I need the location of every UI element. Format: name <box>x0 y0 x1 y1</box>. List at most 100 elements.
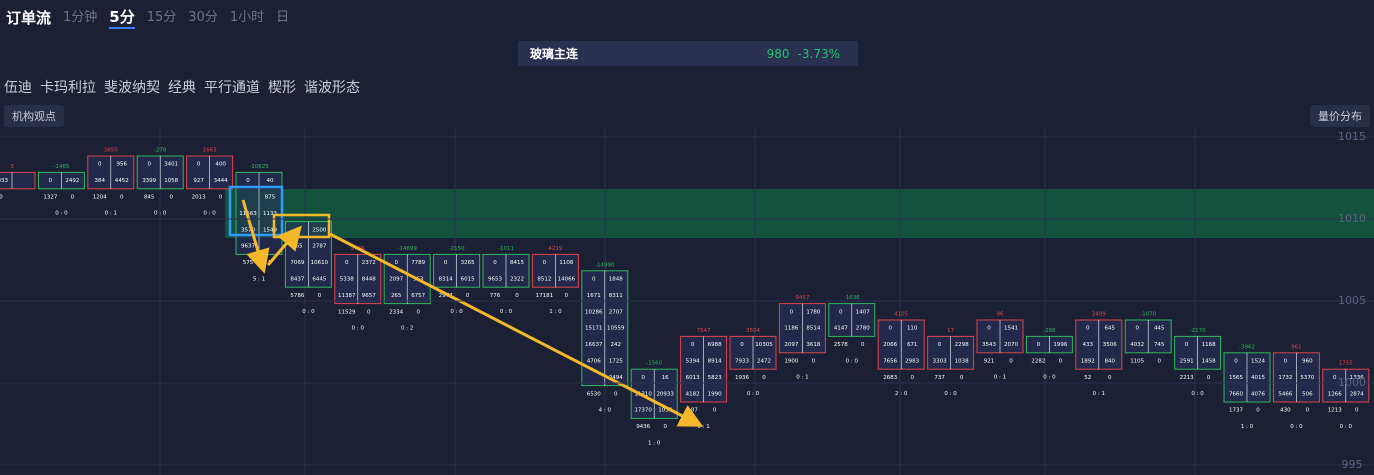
price-label: 1000 <box>1338 376 1366 389</box>
cell-value: 0 <box>1355 408 1359 414</box>
tool[interactable]: 平行通道 <box>204 80 260 96</box>
tool[interactable]: 楔形 <box>268 80 296 96</box>
cell-value: 6015 <box>461 277 475 283</box>
zone <box>225 189 1374 238</box>
cell-value: 0 <box>812 359 816 365</box>
cell-value: 3265 <box>461 260 475 266</box>
cell-value: 737 <box>934 375 945 381</box>
cell-value: 0 <box>691 342 695 348</box>
cell-value: 0 <box>0 195 3 201</box>
cell-value: 0 <box>1234 359 1238 365</box>
cell-value: 3506 <box>1103 342 1117 348</box>
title[interactable]: 订单流 <box>6 9 52 27</box>
cell-value: 3444 <box>214 178 228 184</box>
delta-label: 4105 <box>894 312 908 318</box>
ratio-label: 0 : 0 <box>846 358 859 364</box>
ratio-label: 2 : 0 <box>895 391 908 397</box>
cell-value: 9436 <box>636 424 650 430</box>
delta-label: 96 <box>997 312 1004 318</box>
tool[interactable]: 经典 <box>168 80 196 96</box>
order-column: 961 0 960 1732 5370 5466 506 430 0 0 : 0 <box>1272 344 1320 430</box>
ratio-label: 0 : 1 <box>796 375 808 381</box>
cell-value: 1936 <box>735 375 749 381</box>
order-column: 3850 0 956 384 4452 1204 0 0 : 1 <box>87 148 135 217</box>
views-button[interactable]: 机构观点 <box>4 105 64 127</box>
cell-value: 433 <box>1083 342 1094 348</box>
cell-value: 445 <box>1154 326 1165 332</box>
cell-value: 0 <box>120 195 124 201</box>
cell-value: 0 <box>839 309 843 315</box>
cell-value: 10559 <box>607 326 625 332</box>
ratio-label: 0 : 0 <box>1191 391 1204 397</box>
cell-value: 7789 <box>411 260 425 266</box>
cell-value: 960 <box>1302 359 1313 365</box>
volume-profile-button[interactable]: 量价分布 <box>1310 105 1370 127</box>
delta-label: -286 <box>1043 328 1056 334</box>
cell-value: 11529 <box>338 309 356 315</box>
cell-value: 2334 <box>389 309 403 315</box>
cell-value: 0 <box>147 162 151 168</box>
ratio-label: 0 : 1 <box>994 375 1006 381</box>
cell-value: 6445 <box>312 277 326 283</box>
period-tab[interactable]: 日 <box>276 10 290 25</box>
cell-value: 0 <box>71 195 75 201</box>
cell-value: 10286 <box>585 309 603 315</box>
tool[interactable]: 谐波形态 <box>304 80 360 96</box>
cell-value: 1725 <box>609 359 623 365</box>
price-label: 1010 <box>1338 212 1366 225</box>
tool[interactable]: 卡玛利拉 <box>40 80 96 96</box>
cell-value: 0 <box>663 424 667 430</box>
order-column: -286 0 1996 2282 0 0 : 0 <box>1025 328 1073 381</box>
delta-label: -278 <box>154 148 167 154</box>
cell-value: 0 <box>493 260 497 266</box>
ratio-label: 0 : 0 <box>500 309 513 315</box>
cell-value: 6013 <box>686 375 700 381</box>
order-column: 17 0 2298 3303 1038 737 0 0 : 0 <box>927 328 975 397</box>
cell-value: 1990 <box>708 391 722 397</box>
header: 订单流 1分钟 5分 15分 30分 1小时日 <box>6 6 289 29</box>
cell-value: 5338 <box>340 277 354 283</box>
drawings <box>228 185 704 427</box>
tool[interactable]: 伍迪 <box>4 80 32 96</box>
cell-value: 20933 <box>656 391 674 397</box>
delta-label: -1465 <box>53 164 69 170</box>
cell-value: 0 <box>1157 359 1161 365</box>
cell-value: 0 <box>641 375 645 381</box>
instrument[interactable]: 玻璃主连 980 -3.73% <box>518 41 858 66</box>
cell-value: 2013 <box>192 195 206 201</box>
cell-value: 3618 <box>806 342 820 348</box>
period-tab[interactable]: 1分钟 <box>63 10 98 25</box>
cell-value: 845 <box>144 195 155 201</box>
order-column: 3 4033 0 <box>0 164 36 201</box>
period-tab[interactable]: 1小时 <box>229 10 265 25</box>
cell-value: 430 <box>1280 408 1291 414</box>
ratio-label: 0 : 0 <box>203 211 216 217</box>
ratio-label: 0 : 1 <box>105 211 117 217</box>
cell-value: 0 <box>861 342 865 348</box>
period-tab[interactable]: 5分 <box>109 6 135 29</box>
cell-value: 3303 <box>933 359 947 365</box>
cell-value: 2983 <box>905 359 919 365</box>
cell-value: 1038 <box>955 359 969 365</box>
price-label: 1015 <box>1338 130 1366 143</box>
delta-label: -3962 <box>1239 344 1255 350</box>
cell-value: 0 <box>888 326 892 332</box>
cell-value: 2472 <box>757 359 771 365</box>
order-column: -2150 0 3265 8314 6015 2977 0 0 : 0 <box>433 246 481 315</box>
delta-label: 1663 <box>203 148 217 154</box>
cell-value: 1671 <box>587 293 601 299</box>
price-label: 1005 <box>1338 294 1366 307</box>
tool[interactable]: 斐波纳契 <box>104 80 160 96</box>
cell-value: 1458 <box>1202 359 1216 365</box>
period-tab[interactable]: 15分 <box>146 10 177 25</box>
cell-value: 0 <box>1086 326 1090 332</box>
order-column: 4219 0 1108 8512 14066 17181 0 1 : 0 <box>531 246 579 315</box>
cell-value: 9653 <box>488 277 502 283</box>
cell-value: 0 <box>444 260 448 266</box>
cell-value: 0 <box>49 178 53 184</box>
period-tab[interactable]: 30分 <box>188 10 218 25</box>
cell-value: 4452 <box>115 178 129 184</box>
